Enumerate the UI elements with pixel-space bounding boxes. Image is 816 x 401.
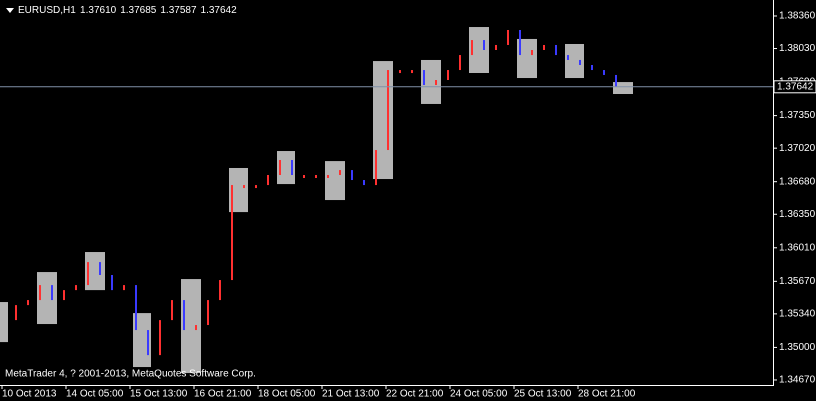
y-tick-label: 1.37350 — [779, 110, 816, 121]
x-tick-label: 18 Oct 05:00 — [258, 389, 316, 400]
footer: MetaTrader 4, ? 2001-2013, MetaQuotes So… — [5, 369, 256, 380]
day-box — [229, 167, 248, 213]
y-tick-label: 1.34670 — [779, 375, 816, 386]
day-box — [0, 302, 8, 343]
day-box — [37, 272, 57, 325]
x-tick-label: 25 Oct 13:00 — [514, 389, 572, 400]
day-box — [517, 38, 537, 79]
y-tick-label: 1.36010 — [779, 242, 816, 253]
ohlc-value: 1.37642 — [201, 5, 238, 16]
day-box — [133, 313, 151, 368]
x-tick-label: 10 Oct 2013 — [2, 389, 57, 400]
y-tick-label: 1.35000 — [779, 342, 816, 353]
chart-header: EURUSD,H1 1.37610 1.37685 1.37587 1.37642 — [18, 5, 237, 16]
x-tick-label: 24 Oct 05:00 — [450, 389, 508, 400]
day-box — [181, 279, 201, 374]
menu-arrow[interactable] — [6, 8, 14, 13]
x-tick-label: 15 Oct 13:00 — [130, 389, 188, 400]
y-tick-label: 1.38030 — [779, 43, 816, 54]
day-box — [421, 59, 441, 104]
current-price-label: 1.37642 — [777, 81, 814, 92]
y-tick-label: 1.36350 — [779, 209, 816, 220]
symbol: EURUSD,H1 — [18, 5, 76, 16]
y-tick-label: 1.36680 — [779, 176, 816, 187]
plot — [0, 27, 633, 374]
x-tick-label: 16 Oct 21:00 — [194, 389, 252, 400]
y-tick-label: 1.35670 — [779, 276, 816, 287]
day-box — [85, 252, 105, 291]
x-tick-label: 14 Oct 05:00 — [66, 389, 124, 400]
ohlc-value: 1.37685 — [120, 5, 157, 16]
x-tick-label: 21 Oct 13:00 — [322, 389, 380, 400]
day-box — [325, 161, 345, 201]
day-box — [469, 27, 489, 73]
ohlc-value: 1.37587 — [160, 5, 197, 16]
y-tick-label: 1.35340 — [779, 309, 816, 320]
current-price-box — [773, 80, 816, 94]
day-box — [277, 151, 295, 185]
y-tick-label: 1.38360 — [779, 11, 816, 22]
day-box — [613, 82, 633, 95]
x-tick-label: 22 Oct 21:00 — [386, 389, 444, 400]
day-box — [565, 43, 584, 79]
y-tick-label: 1.37020 — [779, 143, 816, 154]
ohlc-value: 1.37610 — [80, 5, 117, 16]
x-tick-label: 28 Oct 21:00 — [578, 389, 636, 400]
